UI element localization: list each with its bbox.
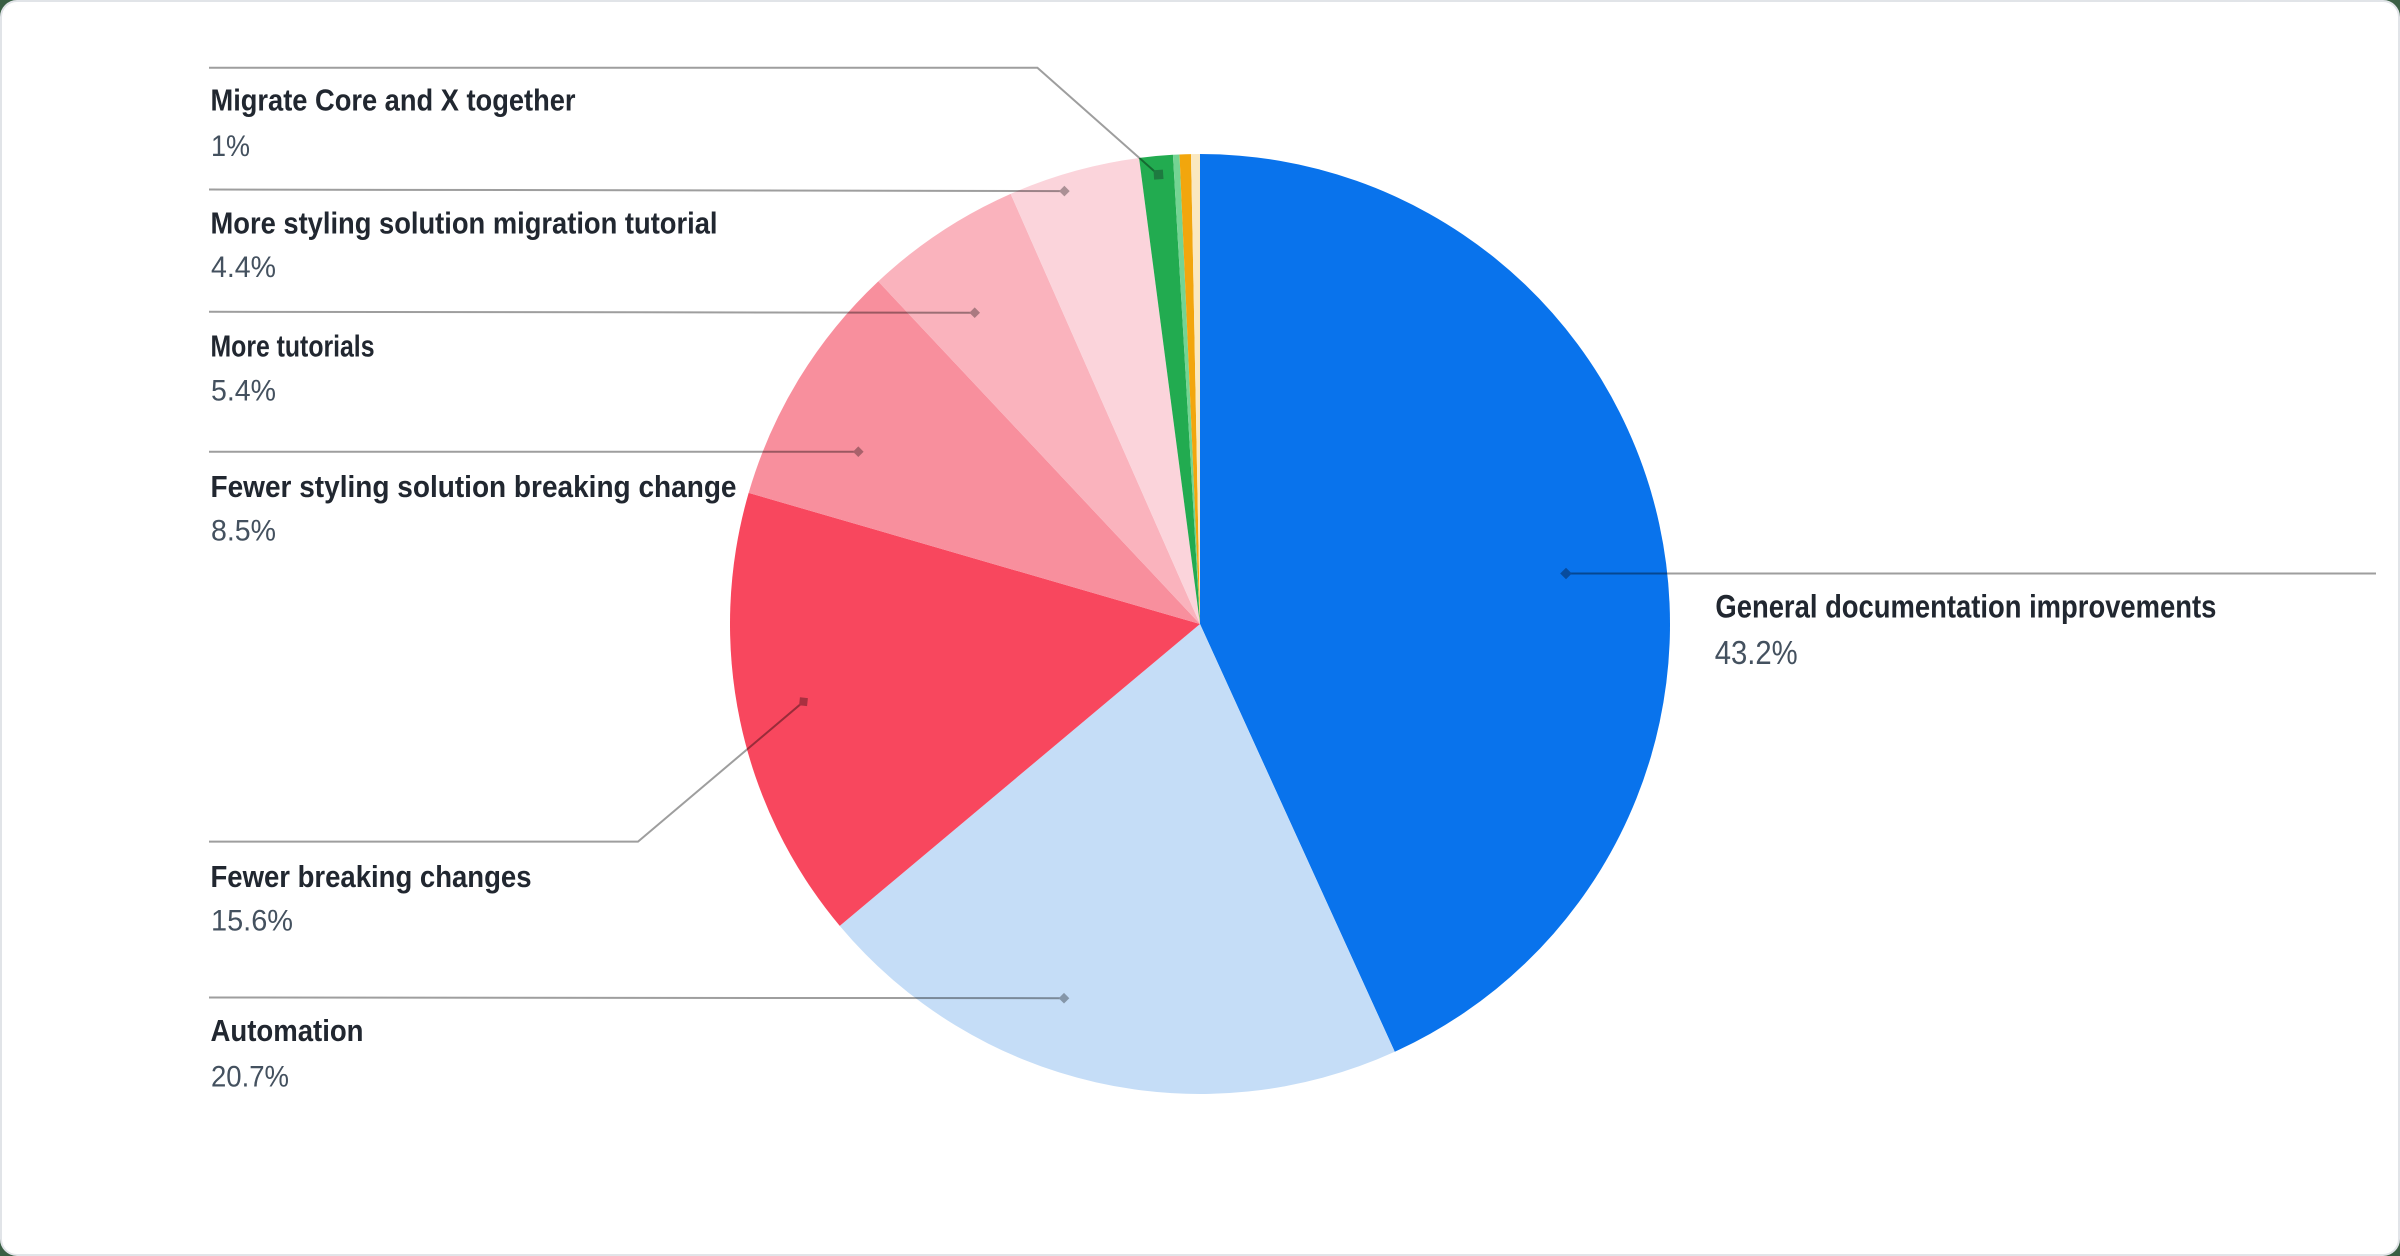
- svg-text:More styling solution migratio: More styling solution migration tutorial: [211, 206, 718, 241]
- svg-text:More tutorials: More tutorials: [211, 329, 375, 364]
- svg-text:43.2%: 43.2%: [1715, 634, 1798, 671]
- svg-text:Fewer styling solution breakin: Fewer styling solution breaking change: [211, 469, 737, 504]
- svg-text:Fewer breaking changes: Fewer breaking changes: [211, 859, 532, 894]
- svg-text:4.4%: 4.4%: [211, 251, 276, 284]
- svg-text:15.6%: 15.6%: [211, 905, 293, 938]
- svg-text:Automation: Automation: [211, 1013, 364, 1048]
- svg-text:8.5%: 8.5%: [211, 515, 276, 548]
- svg-text:1%: 1%: [211, 130, 250, 163]
- svg-text:General documentation improvem: General documentation improvements: [1715, 589, 2216, 625]
- svg-text:Migrate Core and X together: Migrate Core and X together: [211, 83, 576, 118]
- svg-text:20.7%: 20.7%: [211, 1060, 289, 1093]
- svg-text:5.4%: 5.4%: [211, 375, 276, 408]
